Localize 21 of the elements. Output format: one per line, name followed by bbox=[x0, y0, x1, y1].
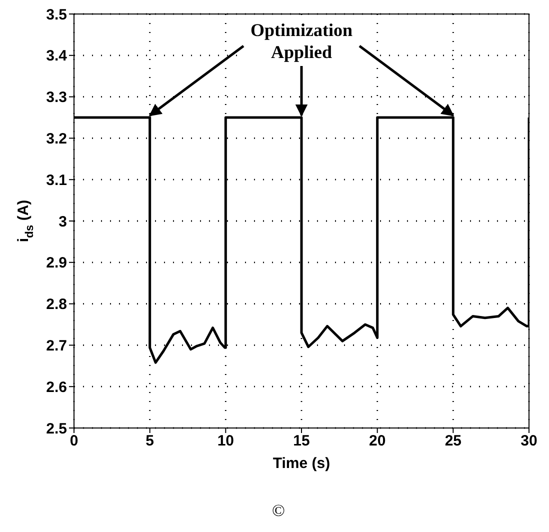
x-tick-label: 30 bbox=[520, 432, 538, 450]
x-tick-label: 25 bbox=[444, 432, 462, 450]
x-tick-label: 10 bbox=[217, 432, 234, 450]
y-tick-label: 2.9 bbox=[46, 254, 67, 272]
x-tick-label: 5 bbox=[146, 432, 154, 450]
y-tick-label: 2.8 bbox=[46, 296, 67, 314]
x-tick-label: 20 bbox=[368, 432, 386, 450]
y-tick-label: 3.2 bbox=[46, 130, 67, 148]
x-tick-label: 15 bbox=[293, 432, 310, 450]
text: © bbox=[272, 501, 286, 520]
x-axis-title: Time (s) bbox=[272, 455, 330, 472]
y-tick-label: 2.7 bbox=[46, 338, 67, 355]
annotation: Optimization Applied bbox=[250, 20, 352, 62]
y-tick-label: 3.5 bbox=[46, 6, 67, 24]
y-tick-label: 2.5 bbox=[46, 420, 67, 438]
x-tick-label: 0 bbox=[70, 432, 78, 450]
y-tick-label: 3.1 bbox=[46, 172, 67, 189]
y-tick-label: 3.4 bbox=[46, 48, 68, 65]
y-tick-label: 3 bbox=[58, 213, 67, 230]
y-tick-label: 2.6 bbox=[46, 378, 67, 396]
y-tick-label: 3.3 bbox=[46, 89, 67, 106]
